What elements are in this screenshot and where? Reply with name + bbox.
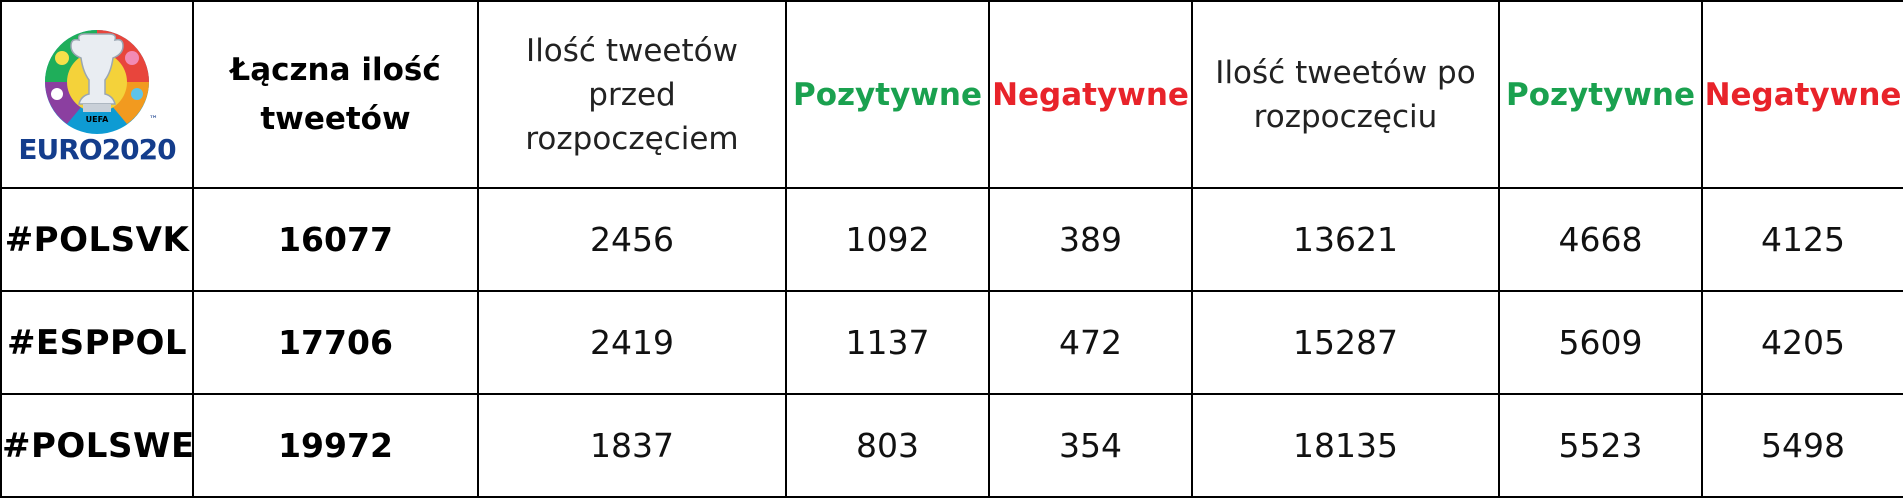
header-negative-before: Negatywne	[988, 0, 1193, 189]
euro2020-logo-cell: UEFA ™ EURO2020	[0, 0, 194, 189]
header-negative-after-label: Negatywne	[1704, 76, 1902, 113]
header-positive-after-label: Pozytywne	[1505, 76, 1696, 113]
row-after: 18135	[1191, 393, 1500, 498]
euro2020-wordmark: EURO2020	[18, 132, 176, 166]
header-before-label: Ilość tweetów przed rozpoczęciem	[525, 32, 739, 157]
row-after: 13621	[1191, 187, 1500, 292]
row-positive-after: 4668	[1498, 187, 1703, 292]
header-negative-after: Negatywne	[1701, 0, 1903, 189]
table-row: #ESPPOL 17706 2419 1137 472 15287 5609 4…	[0, 290, 1903, 395]
row-total: 17706	[192, 290, 479, 395]
header-positive-before-label: Pozytywne	[792, 76, 983, 113]
row-hashtag: #ESPPOL	[0, 290, 194, 395]
row-after: 15287	[1191, 290, 1500, 395]
row-negative-before: 472	[988, 290, 1193, 395]
row-positive-after: 5609	[1498, 290, 1703, 395]
row-negative-after: 4205	[1701, 290, 1903, 395]
header-negative-before-label: Negatywne	[992, 76, 1189, 113]
uefa-mini-text: UEFA	[86, 115, 110, 124]
table-row: #POLSVK 16077 2456 1092 389 13621 4668 4…	[0, 187, 1903, 292]
row-negative-after: 5498	[1701, 393, 1903, 498]
header-positive-after: Pozytywne	[1498, 0, 1703, 189]
row-negative-after: 4125	[1701, 187, 1903, 292]
row-hashtag: #POLSWE	[0, 393, 194, 498]
row-positive-before: 1137	[785, 290, 990, 395]
header-row: UEFA ™ EURO2020 Łączna ilość tweetów Ilo…	[0, 0, 1903, 189]
row-positive-before: 1092	[785, 187, 990, 292]
euro2020-trophy-logo: UEFA ™	[45, 29, 158, 134]
row-hashtag: #POLSVK	[0, 187, 194, 292]
row-before: 2456	[477, 187, 787, 292]
row-positive-before: 803	[785, 393, 990, 498]
header-after: Ilość tweetów po rozpoczęciu	[1191, 0, 1500, 189]
header-total-label: Łączna ilość tweetów	[230, 51, 441, 137]
header-before: Ilość tweetów przed rozpoczęciem	[477, 0, 787, 189]
row-total: 16077	[192, 187, 479, 292]
header-total: Łączna ilość tweetów	[192, 0, 479, 189]
trademark-mark: ™	[149, 115, 158, 125]
table-row: #POLSWE 19972 1837 803 354 18135 5523 54…	[0, 393, 1903, 498]
row-before: 2419	[477, 290, 787, 395]
header-positive-before: Pozytywne	[785, 0, 990, 189]
row-positive-after: 5523	[1498, 393, 1703, 498]
row-negative-before: 389	[988, 187, 1193, 292]
row-before: 1837	[477, 393, 787, 498]
row-negative-before: 354	[988, 393, 1193, 498]
header-after-label: Ilość tweetów po rozpoczęciu	[1215, 54, 1476, 135]
row-total: 19972	[192, 393, 479, 498]
